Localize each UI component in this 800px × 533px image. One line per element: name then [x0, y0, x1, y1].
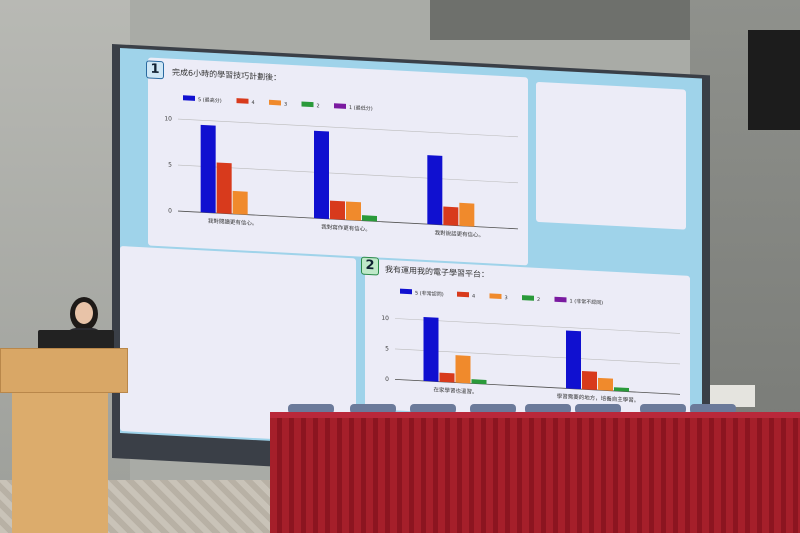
chart-panel-2: 2 我有運用我的電子學習平台： 5 (非常認同) 4 3 2 1 (非常不認同) 0 5 10… — [361, 256, 690, 426]
bar — [455, 355, 471, 384]
legend-swatch — [301, 101, 314, 108]
bar — [614, 387, 629, 392]
chart-panel-1: 1 完成6小時的學習技巧計劃後： 5 (最高分) 4 3 2 1 (最低分) 0 5 10 我對… — [146, 57, 528, 266]
chair — [575, 404, 621, 414]
bar-chart-2: 5 (非常認同) 4 3 2 1 (非常不認同) 0 5 10 在家學習也溫習。學習需要的地方，… — [381, 288, 680, 404]
red-draped-table — [270, 412, 800, 533]
chair — [690, 404, 736, 414]
legend-swatch — [269, 99, 281, 106]
bar — [423, 316, 439, 382]
legend-label: 1 (最低分) — [349, 104, 373, 112]
legend-swatch — [554, 296, 567, 303]
chair — [288, 404, 334, 414]
chair — [470, 404, 516, 414]
bar — [200, 124, 216, 214]
legend-swatch — [489, 293, 502, 299]
chair — [350, 404, 396, 414]
chair — [525, 404, 571, 414]
legend-label: 5 (最高分) — [198, 96, 222, 104]
legend-swatch — [400, 288, 412, 295]
chair — [410, 404, 456, 414]
bar — [439, 372, 455, 383]
bar — [459, 202, 475, 227]
panel-number-2: 2 — [361, 256, 379, 276]
legend-label: 4 — [472, 293, 475, 299]
y-tick-label: 5 — [168, 162, 172, 169]
bar — [443, 206, 459, 226]
wall-unit — [705, 385, 755, 407]
bar — [330, 200, 345, 220]
y-tick-label: 5 — [385, 345, 389, 352]
presentation-screen: 1 完成6小時的學習技巧計劃後： 5 (最高分) 4 3 2 1 (最低分) 0 5 10 我對… — [120, 48, 702, 464]
chair — [640, 404, 686, 414]
gridline — [178, 164, 518, 184]
x-category-label: 我對閱讀更有信心。 — [208, 217, 257, 228]
bar — [582, 370, 597, 390]
panel-title-2: 我有運用我的電子學習平台： — [385, 264, 489, 280]
bar — [362, 215, 377, 222]
legend-swatch — [334, 103, 346, 109]
legend-label: 2 — [537, 297, 540, 303]
panel-title-1: 完成6小時的學習技巧計劃後： — [172, 67, 282, 83]
x-category-label: 我對說話更有信心。 — [435, 228, 484, 239]
bar — [598, 377, 613, 391]
panel-number-1: 1 — [146, 60, 164, 80]
laptop — [38, 330, 114, 350]
legend-swatch — [522, 295, 534, 301]
bar — [216, 162, 232, 214]
bar — [346, 201, 361, 221]
bar — [566, 330, 581, 390]
gridline — [178, 118, 518, 138]
blank-panel — [536, 81, 686, 230]
legend-label: 2 — [317, 103, 320, 109]
legend-label: 4 — [252, 100, 255, 106]
legend-label: 1 (非常不認同) — [570, 298, 604, 307]
x-category-label: 學習需要的地方，培養自主學習。 — [557, 392, 639, 404]
y-tick-label: 10 — [164, 115, 172, 122]
legend-swatch — [236, 98, 249, 104]
legend-label: 3 — [505, 295, 508, 301]
legend-label: 3 — [284, 102, 287, 108]
bar — [471, 379, 487, 385]
gridline — [395, 348, 680, 365]
bar — [314, 130, 329, 219]
bar-chart-1: 5 (最高分) 4 3 2 1 (最低分) 0 5 10 我對閱讀更有信心。我對寫作更有信心。 我… — [164, 95, 518, 239]
x-category-label: 我對寫作更有信心。 — [321, 223, 370, 234]
legend-swatch — [183, 95, 195, 101]
y-tick-label: 0 — [385, 376, 389, 383]
bar — [427, 155, 443, 225]
gridline — [395, 318, 680, 334]
bar — [232, 190, 248, 215]
loudspeaker — [748, 30, 800, 130]
podium-top — [0, 348, 128, 393]
y-tick-label: 10 — [381, 315, 389, 322]
y-tick-label: 0 — [168, 208, 172, 215]
legend-swatch — [457, 291, 469, 298]
podium — [12, 393, 108, 533]
x-category-label: 在家學習也溫習。 — [434, 385, 478, 395]
legend-label: 5 (非常認同) — [415, 289, 444, 297]
